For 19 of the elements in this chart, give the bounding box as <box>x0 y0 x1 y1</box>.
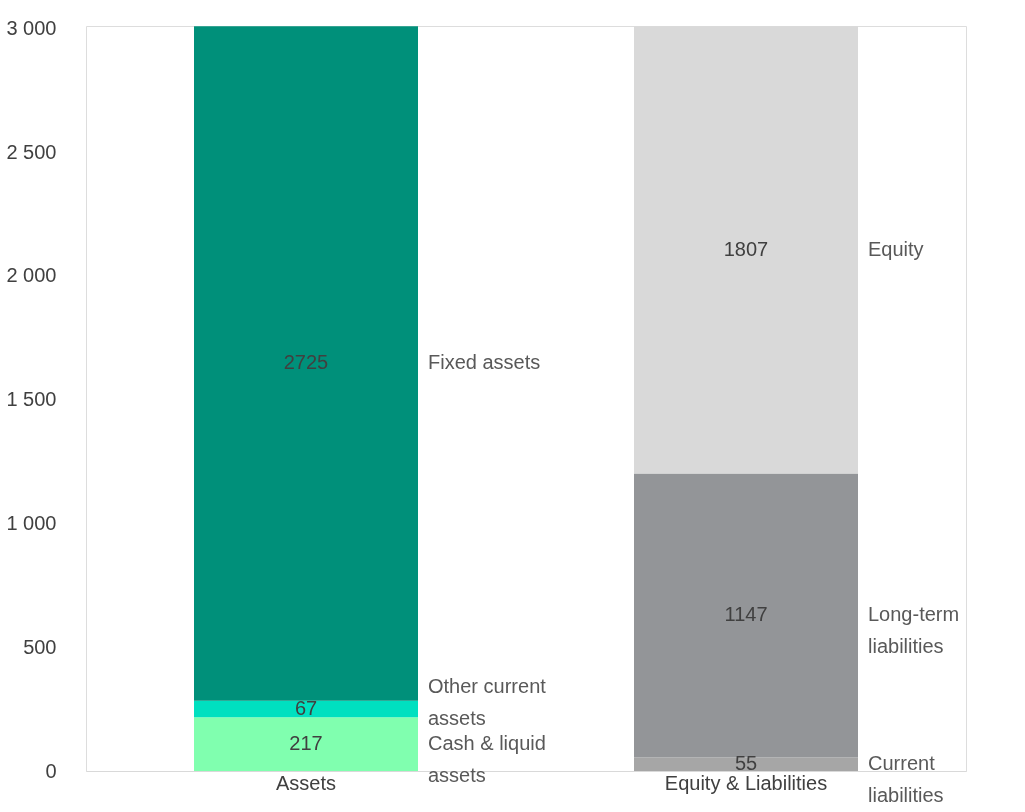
data-label: 217 <box>289 732 323 755</box>
data-label: 1807 <box>723 237 769 260</box>
series-label: Other current assets <box>428 675 547 730</box>
y-tick-label: 3 000 <box>6 16 57 39</box>
y-tick-label: 2 500 <box>6 140 57 163</box>
series-label: Long-term liabilities <box>868 603 960 658</box>
series-label: Equity <box>868 237 924 260</box>
data-label: 67 <box>294 697 318 719</box>
y-tick-label: 2 000 <box>6 264 57 287</box>
x-tick-label: Assets <box>275 771 337 794</box>
y-tick-label: 500 <box>23 635 57 658</box>
y-tick-label: 0 <box>45 759 57 782</box>
data-label: 1147 <box>724 603 768 626</box>
y-tick-label: 1 000 <box>6 511 57 534</box>
series-label: Cash & liquid assets <box>428 732 546 787</box>
series-label: Current liabilities <box>868 752 944 807</box>
data-label: 2725 <box>283 351 329 374</box>
series-label: Fixed assets <box>428 351 541 374</box>
y-tick-label: 1 500 <box>6 388 57 411</box>
